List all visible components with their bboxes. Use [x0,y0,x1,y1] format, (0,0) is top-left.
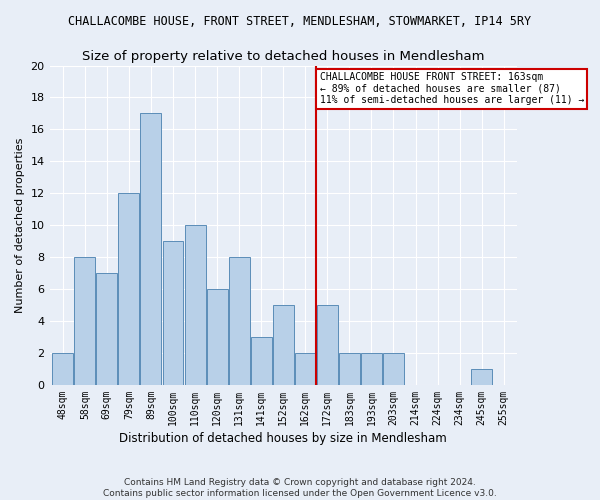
Bar [206,289,227,385]
Bar [52,353,73,385]
Bar [273,305,294,385]
Bar [74,257,95,385]
Bar [163,241,184,385]
Text: CHALLACOMBE HOUSE, FRONT STREET, MENDLESHAM, STOWMARKET, IP14 5RY: CHALLACOMBE HOUSE, FRONT STREET, MENDLES… [68,15,532,28]
Bar [361,353,382,385]
Text: CHALLACOMBE HOUSE FRONT STREET: 163sqm
← 89% of detached houses are smaller (87): CHALLACOMBE HOUSE FRONT STREET: 163sqm ←… [320,72,584,105]
Text: Contains HM Land Registry data © Crown copyright and database right 2024.
Contai: Contains HM Land Registry data © Crown c… [103,478,497,498]
Y-axis label: Number of detached properties: Number of detached properties [15,138,25,313]
Bar [383,353,404,385]
Bar [97,273,118,385]
Bar [295,353,316,385]
X-axis label: Distribution of detached houses by size in Mendlesham: Distribution of detached houses by size … [119,432,447,445]
Title: Size of property relative to detached houses in Mendlesham: Size of property relative to detached ho… [82,50,484,63]
Bar [339,353,360,385]
Bar [229,257,250,385]
Bar [140,114,161,385]
Bar [471,369,492,385]
Bar [185,225,206,385]
Bar [251,337,272,385]
Bar [317,305,338,385]
Bar [118,194,139,385]
